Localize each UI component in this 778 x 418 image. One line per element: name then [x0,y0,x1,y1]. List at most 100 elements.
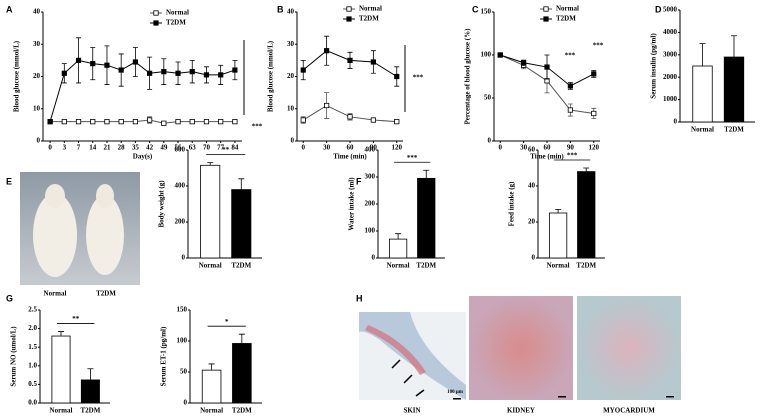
x-tick-label: Normal [50,407,73,415]
x-tick-label: 42 [146,144,154,152]
point [347,114,353,120]
significance: *** [252,123,263,131]
x-tick-label: T2DM [576,262,596,270]
myocardium-image [577,296,681,400]
point [567,107,573,113]
y-tick-label: 2.0 [28,324,37,332]
point [161,69,167,75]
point [497,52,503,58]
bar [417,177,436,259]
x-tick-label: T2DM [416,262,436,270]
x-tick-label: 35 [132,144,140,152]
y-tick-label: 2.5 [28,306,37,314]
point [203,72,210,78]
y-tick-label: 20 [33,72,41,80]
y-tick-label: 0 [184,399,188,407]
x-tick-label: 0 [498,144,502,152]
bar [388,238,408,259]
point [104,62,110,68]
y-tick-label: 1.5 [28,343,37,351]
rat-head [45,184,65,208]
x-tick-label: 77 [217,144,225,152]
error-bar [58,331,64,337]
x-tick-label: 21 [103,144,111,152]
y-tick-label: 0 [372,254,376,262]
point [47,119,53,125]
error-bar [208,363,215,371]
x-tick-label: T2DM [80,407,100,415]
point [591,110,597,117]
y-tick-label: 0.0 [28,399,37,407]
x-tick-label: 7 [77,144,81,152]
panel-label: B [277,4,284,14]
bar [577,171,596,259]
kidney-image [469,296,573,400]
panel-label: C [472,4,479,14]
panel-label: F [356,176,362,186]
point [118,67,124,73]
bar [232,343,252,404]
error-bar [699,43,706,66]
bar [723,56,745,123]
y-tick-label: 5000 [663,6,678,14]
y-tick-label: 2000 [663,73,678,81]
y-tick-label: 100 [365,227,376,235]
y-tick-label: 100 [481,51,492,59]
rat-head [96,184,114,208]
y-tick-label: 20 [528,218,536,226]
x-tick-label: 90 [370,144,378,152]
y-tick-label: 1.0 [28,361,37,369]
panel-label: E [6,176,12,186]
y-tick-label: 200 [365,200,376,208]
y-tick-label: 0.5 [28,380,37,388]
series-line [49,59,236,122]
y-tick-label: 50 [484,94,492,102]
point [75,57,82,63]
y-tick-label: 10 [287,104,295,112]
point [347,57,353,63]
point [189,119,195,125]
point [370,117,376,123]
x-tick-label: 56 [175,144,183,152]
x-tick-label: T2DM [231,262,251,270]
x-tick-label: 0 [48,144,52,152]
legend-label: T2DM [556,15,576,23]
y-tick-label: 0 [532,254,536,262]
legend-label: T2DM [166,19,186,27]
point [218,72,224,78]
y-axis-title: Blood glucose (mmol/L) [13,40,21,112]
point [75,119,82,125]
error-bar [207,162,214,166]
micrograph [359,312,466,400]
y-tick-label: 50 [180,368,188,376]
legend-marker [346,6,352,12]
x-tick-label: 63 [189,144,197,152]
x-tick-label: 30 [323,144,331,152]
y-tick-label: 40 [528,182,536,190]
point [370,59,376,65]
error-bar [395,233,402,240]
point [147,70,153,76]
significance: *** [565,52,576,60]
photo [20,172,140,285]
y-tick-label: 400 [175,182,186,190]
x-tick-label: Normal [691,126,714,134]
skin-stain [365,325,426,375]
x-tick-label: 30 [520,144,528,152]
legend-label: T2DM [359,15,379,23]
point [232,119,238,125]
point [118,119,124,125]
legend-label: Normal [359,5,382,13]
point [90,61,96,67]
error-bar [731,35,737,58]
point [132,119,138,125]
x-tick-label: 60 [347,144,355,152]
point [104,119,110,125]
x-axis-title: Time (min) [333,153,367,161]
y-axis-title: Feed intake (g) [508,181,516,226]
y-tick-label: 0 [488,137,492,145]
y-tick-label: 3000 [663,50,678,58]
bar [548,212,568,259]
significance: ** [222,146,230,154]
legend-marker [543,6,549,12]
